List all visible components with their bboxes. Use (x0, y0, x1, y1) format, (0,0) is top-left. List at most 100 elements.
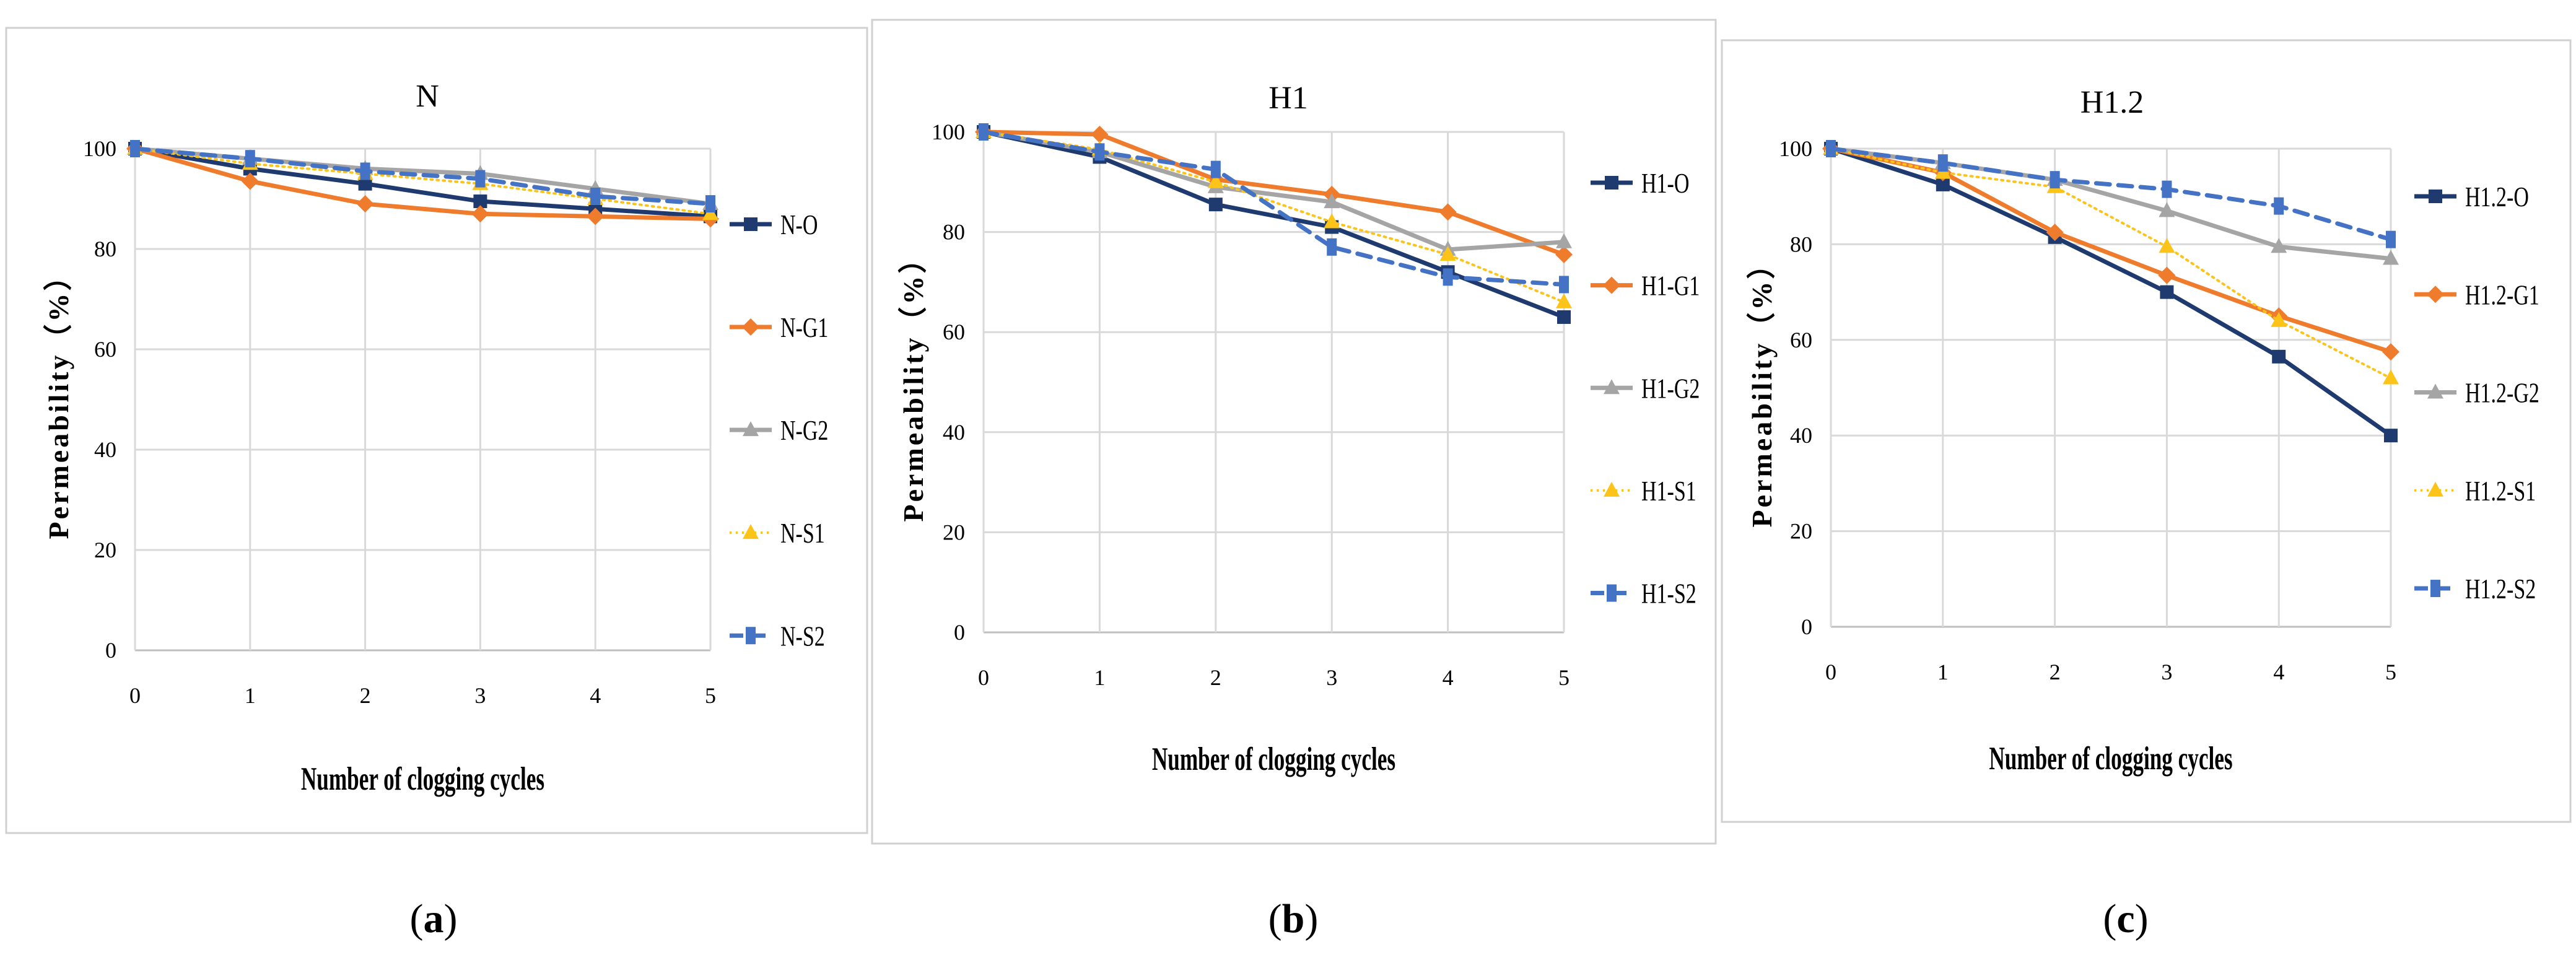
data-point (2383, 369, 2399, 385)
legend-marker (1604, 379, 1620, 395)
series-line (133, 146, 713, 221)
legend-marker (743, 421, 759, 437)
data-point (1443, 268, 1453, 286)
series-H1-G1 (975, 123, 1573, 263)
data-point (1439, 245, 1456, 261)
series-line (133, 146, 713, 206)
data-point (2159, 238, 2175, 253)
legend-label: H1-S2 (1641, 578, 1696, 609)
legend-marker (2430, 580, 2440, 598)
series-line (982, 131, 1565, 303)
x-tick-label: 3 (1326, 665, 1337, 690)
chart-panel-1: 0 20 40 60 80 100 0 1 2 3 4 5 N Number of clogging cy… (5, 27, 868, 834)
data-point (1439, 203, 1457, 221)
panel-label-letter: b (1282, 896, 1305, 941)
data-point (245, 150, 255, 168)
data-point (2162, 180, 2172, 198)
data-point (2384, 429, 2398, 443)
legend-marker (743, 524, 759, 539)
legend-marker (742, 318, 759, 336)
legend-item: H1-S2 (1591, 578, 1696, 609)
y-tick-label: 40 (94, 437, 116, 462)
x-axis-label: Number of clogging cycles (1152, 741, 1395, 777)
chart-title: H1 (1268, 81, 1308, 116)
legend-marker (1605, 176, 1618, 190)
series-line (981, 129, 1566, 287)
data-point (2160, 285, 2174, 299)
legend-label: H1.2-G1 (2465, 279, 2539, 310)
data-point (1327, 238, 1337, 256)
data-point (2274, 197, 2284, 215)
x-tick-label: 4 (590, 683, 601, 708)
data-point (705, 195, 715, 213)
series-H1-S2 (979, 123, 1569, 294)
legend-label: H1.2-S1 (2465, 475, 2536, 507)
data-point (130, 140, 140, 157)
data-point (1094, 143, 1105, 161)
legend-marker (2427, 481, 2443, 497)
data-point (473, 194, 487, 209)
chart-title: H1.2 (2080, 85, 2144, 120)
data-point (1210, 160, 1221, 178)
legend-marker (2427, 383, 2443, 399)
panel-label-paren: ( (2103, 896, 2116, 941)
data-point (2383, 250, 2399, 265)
legend-label: H1.2-O (2465, 181, 2529, 212)
panel-label-paren: ( (410, 896, 424, 941)
x-tick-label: 2 (2050, 660, 2061, 684)
y-tick-label: 40 (1790, 423, 1812, 448)
data-point (1324, 193, 1340, 209)
legend-label: N-O (780, 209, 818, 240)
legend-marker (2429, 190, 2442, 203)
chart-panel-3: 0 20 40 60 80 100 0 1 2 3 4 5 H1.2 Number of clogging… (1721, 39, 2572, 823)
data-point (475, 170, 486, 188)
legend-label: H1.2-G2 (2465, 377, 2539, 409)
legend-label: N-S1 (780, 517, 825, 549)
series-line (1830, 147, 2392, 380)
y-tick-label: 20 (94, 538, 116, 562)
data-point (360, 162, 370, 180)
legend-marker (1604, 481, 1620, 497)
data-point (1556, 233, 1572, 248)
x-tick-label: 1 (245, 683, 256, 708)
series-H1.2-S2 (1826, 140, 2396, 248)
x-axis-label: Number of clogging cycles (1989, 740, 2232, 777)
y-axis-label: Permeability（%） (43, 260, 74, 539)
y-tick-label: 60 (1790, 328, 1812, 352)
legend-marker (746, 627, 756, 645)
panel-label-paren: ( (1268, 896, 1282, 941)
data-point (2271, 312, 2287, 327)
series-line (1828, 146, 2393, 438)
legend-item: H1-S1 (1591, 475, 1696, 507)
legend-marker (1603, 276, 1620, 294)
series-N-S2 (130, 140, 715, 213)
data-point (2050, 171, 2060, 189)
legend-item: H1-O (1591, 167, 1689, 199)
panel-label-letter: a (424, 896, 444, 941)
data-point (1936, 177, 1950, 191)
data-point (702, 205, 718, 220)
data-point (2046, 224, 2064, 242)
data-point (1207, 173, 1224, 188)
chart-frame (1721, 39, 2572, 823)
data-point (1937, 154, 1948, 172)
legend-label: N-G1 (780, 312, 828, 343)
data-point (2272, 349, 2286, 364)
data-point (241, 172, 259, 190)
legend-label: N-G2 (780, 414, 828, 446)
x-tick-label: 4 (2273, 660, 2284, 684)
legend-label: N-S2 (780, 620, 825, 652)
data-point (587, 207, 605, 225)
series-line (134, 147, 712, 216)
x-tick-label: 5 (2385, 660, 2396, 684)
chart-frame (5, 27, 868, 834)
y-tick-label: 20 (943, 520, 965, 544)
data-point (1556, 293, 1572, 308)
legend-item: N-O (730, 209, 818, 240)
y-tick-label: 80 (94, 237, 116, 261)
x-tick-label: 0 (978, 665, 989, 690)
x-tick-label: 0 (1825, 660, 1836, 684)
legend-label: H1-O (1641, 167, 1689, 199)
data-point (1559, 276, 1569, 294)
